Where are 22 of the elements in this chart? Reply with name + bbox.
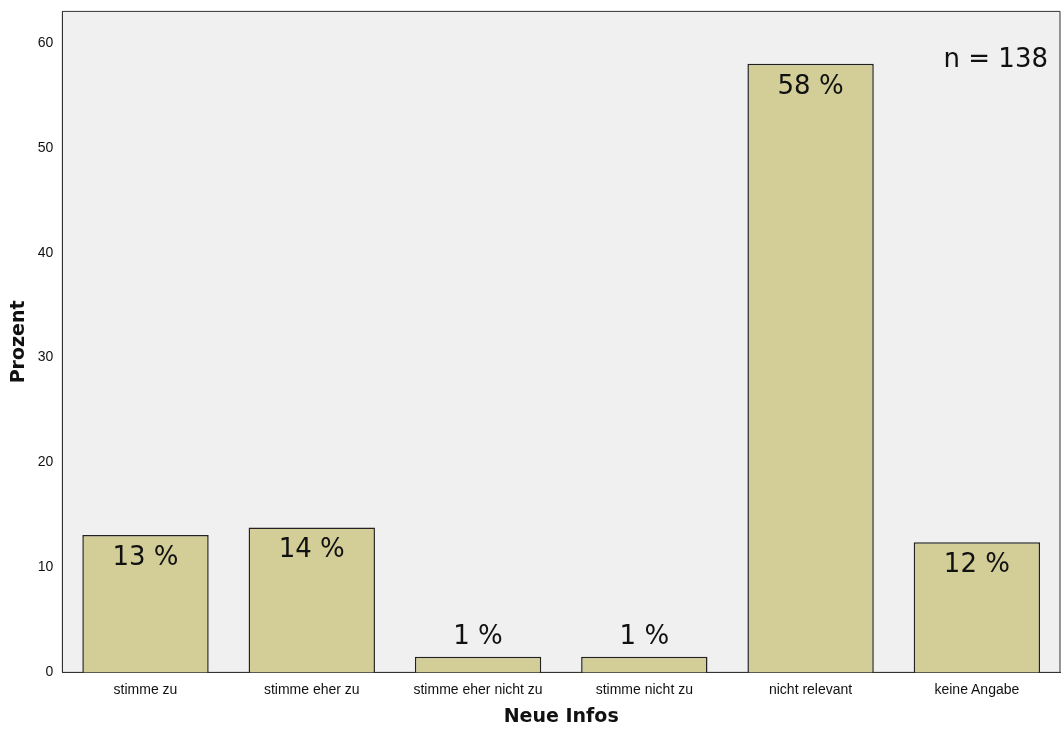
annotation: n = 138 (943, 43, 1048, 74)
x-tick-label: stimme eher zu (263, 680, 360, 697)
y-axis-title: Prozent (6, 300, 29, 384)
data-label: 14 % (278, 533, 345, 564)
y-tick-label: 20 (37, 453, 54, 470)
y-tick-label: 50 (37, 138, 54, 155)
x-tick-label: nicht relevant (768, 680, 853, 697)
x-tick-label: stimme zu (113, 680, 178, 697)
data-label: 58 % (777, 69, 844, 100)
y-tick-label: 10 (37, 558, 54, 575)
data-label: 1 % (619, 620, 670, 651)
data-label: 1 % (453, 620, 503, 651)
data-label: 12 % (943, 548, 1010, 579)
y-tick-label: 60 (37, 33, 54, 50)
x-tick-label: keine Angabe (934, 680, 1020, 697)
x-axis-title: Neue Infos (503, 703, 619, 726)
y-tick-label: 0 (45, 663, 54, 680)
x-tick-label: stimme eher nicht zu (413, 680, 543, 697)
y-tick-label: 30 (37, 348, 54, 365)
y-tick-label: 40 (37, 243, 54, 260)
data-label: 13 % (112, 540, 179, 571)
x-tick-label: stimme nicht zu (595, 680, 693, 697)
